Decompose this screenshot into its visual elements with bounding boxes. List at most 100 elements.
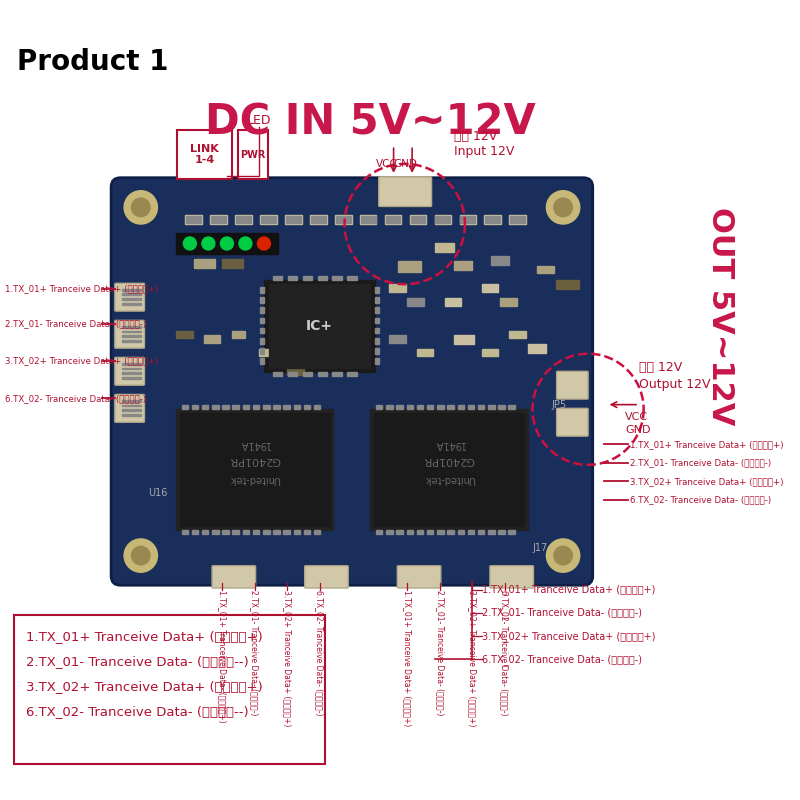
FancyBboxPatch shape bbox=[115, 394, 145, 422]
Bar bbox=[491, 257, 510, 265]
FancyBboxPatch shape bbox=[557, 371, 588, 399]
Text: 1.TX_01+ Tranceive Data+ (发送数据+): 1.TX_01+ Tranceive Data+ (发送数据+) bbox=[26, 630, 262, 642]
Text: 3.TX_02+ Tranceive Data+ (发送数据+): 3.TX_02+ Tranceive Data+ (发送数据+) bbox=[468, 590, 477, 726]
Bar bbox=[454, 261, 472, 270]
Bar bbox=[274, 405, 280, 410]
Bar bbox=[288, 372, 298, 376]
Bar bbox=[122, 330, 141, 332]
Bar bbox=[122, 410, 141, 411]
Text: 2.TX_01- Tranceive Data- (发送数据-): 2.TX_01- Tranceive Data- (发送数据-) bbox=[5, 319, 146, 329]
Bar bbox=[122, 326, 141, 328]
Bar bbox=[435, 216, 450, 223]
Text: G2401PR: G2401PR bbox=[229, 455, 280, 465]
Circle shape bbox=[239, 237, 252, 250]
Bar bbox=[447, 405, 454, 410]
Bar bbox=[375, 358, 378, 364]
Bar bbox=[385, 214, 402, 224]
Bar bbox=[510, 216, 525, 223]
Bar bbox=[287, 367, 304, 375]
Text: PWR: PWR bbox=[240, 150, 266, 159]
Bar bbox=[458, 530, 464, 534]
Bar bbox=[222, 530, 229, 534]
Bar bbox=[122, 294, 141, 295]
Bar bbox=[336, 216, 350, 223]
Bar bbox=[233, 530, 239, 534]
Bar bbox=[556, 280, 579, 289]
Text: GND: GND bbox=[394, 159, 418, 169]
Bar bbox=[386, 216, 401, 223]
Bar bbox=[186, 214, 202, 224]
Text: 3.TX_02+ Tranceive Data+ (发送数据+): 3.TX_02+ Tranceive Data+ (发送数据+) bbox=[26, 680, 262, 693]
Circle shape bbox=[183, 237, 196, 250]
Bar bbox=[434, 214, 451, 224]
Bar bbox=[122, 363, 141, 365]
Bar bbox=[122, 414, 141, 416]
Bar bbox=[186, 216, 201, 223]
Bar bbox=[396, 530, 403, 534]
Bar bbox=[212, 530, 218, 534]
Text: 2.TX_01- Tranceive Data- (发送数据-): 2.TX_01- Tranceive Data- (发送数据-) bbox=[482, 607, 642, 618]
Bar bbox=[274, 276, 282, 280]
Bar bbox=[294, 530, 300, 534]
Text: 1.TX_01+ Tranceive Data+ (发送数据+): 1.TX_01+ Tranceive Data+ (发送数据+) bbox=[630, 440, 783, 449]
Bar bbox=[311, 216, 326, 223]
Text: 2.TX_01- Tranceive Data- (发送数据--): 2.TX_01- Tranceive Data- (发送数据--) bbox=[26, 654, 249, 668]
Bar bbox=[468, 405, 474, 410]
Bar bbox=[427, 405, 434, 410]
Bar bbox=[509, 530, 515, 534]
Bar bbox=[122, 302, 141, 305]
Bar bbox=[310, 214, 326, 224]
Bar bbox=[253, 405, 259, 410]
Bar bbox=[212, 405, 218, 410]
Bar bbox=[488, 530, 494, 534]
Bar bbox=[192, 530, 198, 534]
Bar bbox=[333, 276, 342, 280]
Bar bbox=[410, 216, 426, 223]
Bar bbox=[260, 318, 264, 323]
Text: IC+: IC+ bbox=[306, 319, 333, 333]
Bar bbox=[334, 358, 350, 366]
Bar bbox=[396, 405, 403, 410]
Circle shape bbox=[202, 237, 215, 250]
Bar bbox=[263, 530, 270, 534]
Bar bbox=[437, 405, 444, 410]
Text: 3.TX_02+ Tranceive Data+ (发送数据+): 3.TX_02+ Tranceive Data+ (发送数据+) bbox=[630, 477, 783, 486]
Text: Output 12V: Output 12V bbox=[639, 378, 710, 390]
Text: 2.TX_01- Tranceive Data- (发送数据-): 2.TX_01- Tranceive Data- (发送数据-) bbox=[435, 590, 445, 715]
Bar bbox=[370, 410, 528, 530]
Bar bbox=[498, 530, 505, 534]
Bar bbox=[454, 335, 474, 343]
Text: 2.TX_01- Tranceive Data- (发送数据-): 2.TX_01- Tranceive Data- (发送数据-) bbox=[630, 458, 771, 467]
FancyBboxPatch shape bbox=[14, 615, 325, 764]
Bar bbox=[122, 298, 141, 300]
FancyBboxPatch shape bbox=[557, 408, 588, 436]
Circle shape bbox=[546, 539, 580, 572]
Bar bbox=[375, 338, 378, 343]
Text: GND: GND bbox=[625, 425, 650, 434]
Bar bbox=[459, 214, 476, 224]
Bar bbox=[375, 328, 378, 334]
FancyBboxPatch shape bbox=[115, 320, 145, 348]
Circle shape bbox=[131, 546, 150, 565]
Bar bbox=[375, 348, 378, 354]
Bar bbox=[347, 276, 357, 280]
Bar bbox=[264, 280, 375, 372]
Bar bbox=[386, 405, 393, 410]
Bar bbox=[360, 214, 377, 224]
Text: 6.TX_02- Tranceive Data- (发送数据-): 6.TX_02- Tranceive Data- (发送数据-) bbox=[482, 654, 642, 665]
Bar bbox=[335, 214, 351, 224]
Text: 1941A: 1941A bbox=[239, 438, 270, 449]
Bar bbox=[468, 530, 474, 534]
Text: 6.TX_02- Tranceive Data- (发送数据-): 6.TX_02- Tranceive Data- (发送数据-) bbox=[500, 590, 510, 715]
Text: JP5: JP5 bbox=[551, 400, 566, 410]
FancyBboxPatch shape bbox=[490, 566, 534, 588]
FancyBboxPatch shape bbox=[305, 566, 348, 588]
Bar bbox=[180, 413, 330, 526]
Bar bbox=[269, 284, 370, 367]
Bar bbox=[210, 214, 227, 224]
Text: G2401PR: G2401PR bbox=[423, 455, 475, 465]
Text: 1.TX_01+ Tranceive Data+ (发送数据+): 1.TX_01+ Tranceive Data+ (发送数据+) bbox=[482, 585, 655, 595]
Bar bbox=[314, 405, 321, 410]
Bar bbox=[488, 405, 494, 410]
Bar bbox=[259, 349, 276, 357]
